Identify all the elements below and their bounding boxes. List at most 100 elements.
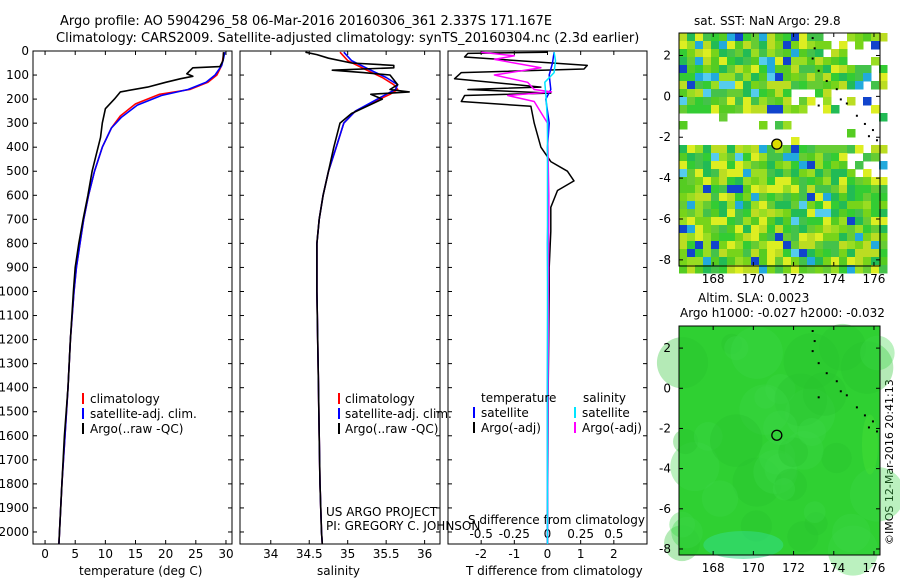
sst-cell (775, 161, 784, 170)
sst-cell (823, 169, 832, 178)
sst-cell (791, 209, 800, 218)
island-dot (855, 114, 858, 117)
sst-cell (879, 257, 888, 266)
sst-cell (807, 65, 816, 74)
sst-cell (711, 145, 720, 154)
sst-cell (719, 105, 728, 114)
sst-cell (855, 233, 864, 242)
sst-cell (879, 73, 888, 82)
sst-cell (775, 49, 784, 58)
sst-cell (735, 97, 744, 106)
sst-cell (815, 217, 824, 226)
sst-cell (807, 41, 816, 50)
sst-cell (831, 73, 840, 82)
temperature-legend-label: satellite-adj. clim. (90, 407, 197, 421)
sst-cell (695, 49, 704, 58)
sst-cell (735, 41, 744, 50)
sst-cell (711, 241, 720, 250)
sst-cell (847, 265, 856, 274)
sst-cell (687, 73, 696, 82)
sla-map-title-line1: Altim. SLA: 0.0023 (698, 291, 810, 305)
sst-map-title: sat. SST: NaN Argo: 29.8 (694, 14, 841, 28)
sst-cell (847, 81, 856, 90)
sst-cell (687, 169, 696, 178)
sst-cell (815, 81, 824, 90)
sst-cell (743, 161, 752, 170)
sla-map-ytick-label: 0 (663, 381, 671, 395)
sst-cell (871, 177, 880, 186)
sst-cell (823, 145, 832, 154)
sst-cell (863, 193, 872, 202)
sst-cell (839, 169, 848, 178)
sst-cell (759, 241, 768, 250)
sst-cell (791, 249, 800, 258)
sst-cell (751, 177, 760, 186)
sst-cell (703, 65, 712, 74)
sla-map-xtick-label: 170 (742, 561, 765, 575)
tdiff-legend-label: satellite (481, 406, 529, 420)
sst-cell (831, 241, 840, 250)
salinity-satellite-line (316, 51, 399, 545)
sst-cell (839, 153, 848, 162)
island-dot (811, 350, 814, 353)
sst-cell (727, 217, 736, 226)
sst-cell (855, 41, 864, 50)
sst-cell (823, 193, 832, 202)
sst-cell (807, 249, 816, 258)
sst-cell (815, 41, 824, 50)
sst-cell (695, 153, 704, 162)
sst-cell (759, 33, 768, 42)
sst-cell (719, 73, 728, 82)
credit-line2: PI: GREGORY C. JOHNSON (326, 519, 481, 533)
sst-cell (855, 241, 864, 250)
sst-cell (767, 49, 776, 58)
sst-cell (799, 225, 808, 234)
sst-cell (775, 97, 784, 106)
sst-cell (863, 73, 872, 82)
sst-cell (751, 233, 760, 242)
sst-cell (823, 209, 832, 218)
sst-cell (783, 201, 792, 210)
island-dot (839, 98, 842, 101)
salinity-xtick-label: 34 (263, 547, 278, 561)
sst-cell (711, 233, 720, 242)
island-dot (839, 390, 842, 393)
sst-cell (719, 209, 728, 218)
sst-cell (703, 57, 712, 66)
sst-cell (791, 137, 800, 146)
sst-cell (695, 33, 704, 42)
sst-cell (711, 201, 720, 210)
sla-shade (759, 438, 796, 475)
sst-cell (703, 209, 712, 218)
sst-cell (743, 89, 752, 98)
sdiff-xtick-label: 0.5 (604, 527, 623, 541)
island-dot (817, 104, 820, 107)
sst-cell (839, 233, 848, 242)
sst-cell (783, 65, 792, 74)
sdiff-legend-header: salinity (583, 391, 626, 405)
sst-cell (679, 81, 688, 90)
sst-cell (831, 49, 840, 58)
sst-cell (807, 241, 816, 250)
sst-cell (719, 153, 728, 162)
sst-cell (879, 209, 888, 218)
sst-cell (767, 153, 776, 162)
sst-cell (703, 233, 712, 242)
sla-shade (784, 430, 824, 470)
sst-cell (711, 257, 720, 266)
sst-cell (799, 169, 808, 178)
sst-cell (743, 145, 752, 154)
depth-tick-label: 100 (6, 68, 29, 82)
sst-cell (735, 241, 744, 250)
sst-cell (679, 217, 688, 226)
sst-cell (871, 209, 880, 218)
sst-cell (871, 265, 880, 274)
sst-map-ytick-label: -4 (659, 171, 671, 185)
sst-cell (719, 233, 728, 242)
sla-shade (774, 468, 807, 502)
sst-cell (711, 161, 720, 170)
sst-cell (679, 89, 688, 98)
sst-cell (871, 193, 880, 202)
sst-cell (759, 121, 768, 130)
